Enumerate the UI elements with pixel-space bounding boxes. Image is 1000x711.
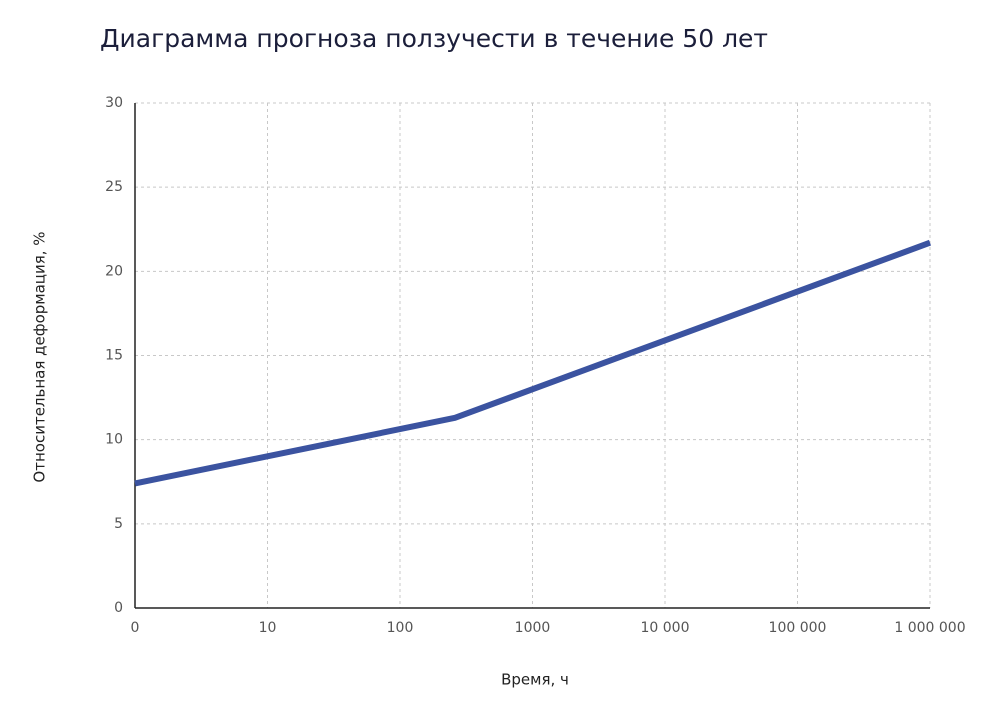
x-tick-label: 10 000	[641, 620, 690, 636]
x-tick-label: 1 000 000	[894, 620, 965, 636]
data-line	[134, 239, 932, 487]
y-tick-label: 25	[105, 179, 123, 195]
y-tick-label: 10	[105, 432, 123, 448]
y-tick-label: 0	[114, 600, 123, 616]
x-tick-label: 0	[131, 620, 140, 636]
y-tick-label: 5	[114, 516, 123, 532]
y-axis-label: Относительная деформация, %	[31, 231, 49, 482]
x-tick-label: 100	[387, 620, 414, 636]
y-tick-label: 15	[105, 348, 123, 364]
y-tick-label: 30	[105, 95, 123, 111]
x-tick-label: 100 000	[769, 620, 827, 636]
x-tick-label: 1000	[515, 620, 551, 636]
y-tick-label: 20	[105, 263, 123, 279]
x-tick-label: 10	[259, 620, 277, 636]
chart-title: Диаграмма прогноза ползучести в течение …	[100, 24, 768, 53]
x-axis-label: Время, ч	[501, 671, 569, 689]
